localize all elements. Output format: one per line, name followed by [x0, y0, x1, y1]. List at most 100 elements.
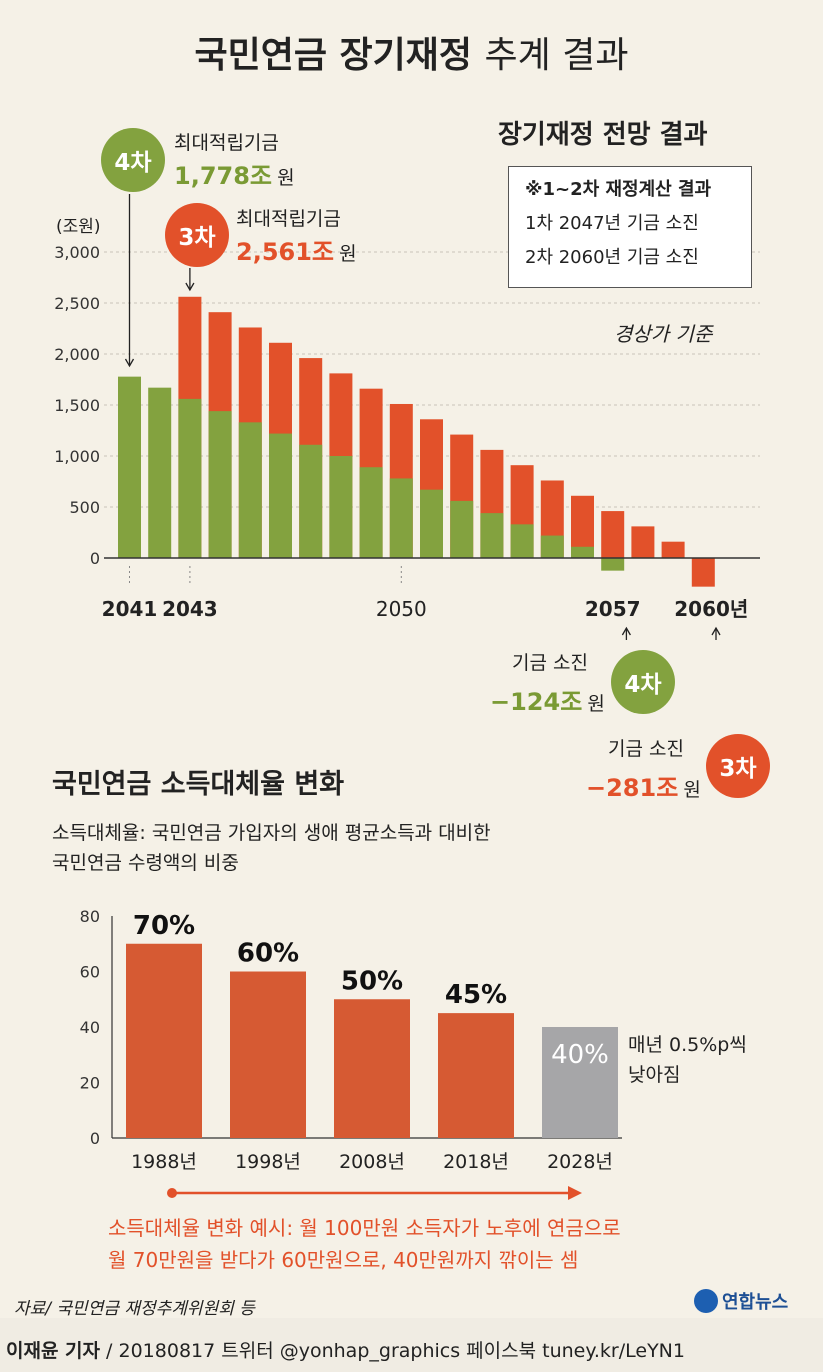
bar-4th-2045	[238, 422, 262, 558]
category-label: 2008년	[339, 1151, 405, 1173]
bar-1998년	[230, 971, 306, 1138]
section2-desc-1: 소득대체율: 국민연금 가입자의 생애 평균소득과 대비한	[52, 822, 491, 844]
title-bold: 국민연금 장기재정	[194, 35, 473, 76]
section2-title: 국민연금 소득대체율 변화	[52, 769, 345, 800]
bar-4th-2052	[450, 500, 474, 558]
bar-4th-2044	[208, 411, 232, 558]
bar-4th-2049	[359, 467, 383, 558]
y-tick-label: 40	[80, 1018, 100, 1037]
replacement-rate-chart: 80 60 40 20 0 70% 1988년 60% 1998년 50% 2008년 45% 2018…	[80, 907, 622, 1200]
badge-4th-max: 4차	[101, 128, 165, 192]
value-label: 60%	[237, 939, 299, 969]
max4-label: 최대적립기금	[174, 132, 279, 154]
x-label: 2057	[585, 597, 641, 621]
max4-unit: 원	[277, 167, 295, 189]
y-tick-label: 60	[80, 963, 100, 982]
logo-text: 연합뉴스	[722, 1292, 789, 1313]
bar-4th-2055	[540, 535, 564, 558]
value-label: 40%	[551, 1040, 609, 1070]
y-tick-label: 3,000	[54, 243, 100, 262]
y-tick-label: 2,000	[54, 345, 100, 364]
y-tick-label: 1,000	[54, 447, 100, 466]
legend-line-1: 1차 2047년 기금 소진	[525, 213, 699, 234]
footer-meta: / 20180817 트위터 @yonhap_graphics 페이스북 tun…	[100, 1340, 685, 1362]
bar-3rd-2056	[571, 495, 594, 558]
category-label: 2028년	[547, 1151, 613, 1173]
arrow-3rd-max-head	[185, 282, 195, 292]
x-label: 2043	[162, 597, 218, 621]
dep3-label: 기금 소진	[608, 738, 684, 760]
max3-unit: 원	[339, 243, 357, 265]
category-label: 1998년	[235, 1151, 301, 1173]
bar-3rd-2058	[631, 526, 655, 558]
value-label: 50%	[341, 966, 403, 996]
bar-4th-2048	[329, 456, 353, 558]
x-label: 2041	[102, 597, 158, 621]
y-tick-label: 0	[90, 549, 100, 568]
title-light: 추계 결과	[484, 35, 629, 76]
bar-3rd-2057	[601, 511, 625, 558]
footer: 이재윤 기자 / 20180817 트위터 @yonhap_graphics 페…	[0, 1318, 823, 1372]
dep4-unit: 원	[587, 693, 605, 715]
scenario-label: 경상가 기준	[614, 322, 713, 346]
bar-4th-2041	[118, 376, 141, 558]
legend-box: ※1~2차 재정계산 결과 1차 2047년 기금 소진 2차 2060년 기금…	[508, 166, 752, 288]
badge-4th-depletion: 4차	[611, 650, 675, 714]
source-text: 자료/ 국민연금 재정추계위원회 등	[14, 1299, 255, 1319]
dep3-value: −281조	[586, 774, 679, 802]
bar-2008년	[334, 999, 410, 1138]
bar-3rd-2059	[661, 541, 685, 558]
dep3-unit: 원	[683, 779, 701, 801]
bar-2028년	[542, 1027, 618, 1138]
category-label: 1988년	[131, 1151, 197, 1173]
y-tick-label: 500	[69, 498, 100, 517]
y-tick-label: 2,500	[54, 294, 100, 313]
logo-mark-icon	[694, 1289, 718, 1313]
arrow-4th-max-head	[124, 358, 135, 368]
y-tick-label: 20	[80, 1074, 100, 1093]
legend-line-2: 2차 2060년 기금 소진	[525, 247, 699, 268]
badge-3rd-max: 3차	[165, 203, 229, 267]
bar-4th-2053	[480, 513, 504, 558]
arrow-4th-depletion-head	[621, 626, 631, 636]
fund-projection-chart: 3,000 2,500 2,000 1,500 1,000 500 0 2041 2043 205…	[54, 194, 760, 640]
value-label: 70%	[133, 911, 195, 941]
reporter-name: 이재윤 기자	[6, 1340, 101, 1362]
dep4-label: 기금 소진	[512, 652, 588, 674]
max3-label: 최대적립기금	[236, 208, 341, 230]
bar-4th-2042	[148, 387, 172, 558]
bar-4th-2057	[601, 558, 625, 571]
y-tick-label: 0	[90, 1129, 100, 1148]
legend-title: ※1~2차 재정계산 결과	[525, 179, 712, 200]
bar-4th-2046	[269, 433, 292, 558]
chart-subtitle: 장기재정 전망 결과	[498, 120, 708, 150]
x-label: 2050	[376, 597, 427, 621]
bar-4th-2056	[571, 546, 594, 558]
timeline-arrowhead	[568, 1186, 582, 1200]
bar-4th-2051	[420, 489, 443, 558]
bar-3rd-2060	[691, 558, 715, 587]
arrow-3rd-depletion-head	[711, 626, 721, 636]
bar-4th-2054	[510, 524, 534, 558]
yonhap-logo: 연합뉴스	[694, 1288, 788, 1314]
badge-3rd-depletion: 3차	[706, 734, 770, 798]
category-label: 2018년	[443, 1151, 509, 1173]
max3-value: 2,561조	[236, 238, 334, 266]
max4-value: 1,778조	[174, 162, 272, 190]
y-tick-label: 1,500	[54, 396, 100, 415]
side-note-1: 매년 0.5%p씩	[628, 1034, 747, 1056]
dep4-value: −124조	[490, 688, 583, 716]
example-note-1: 소득대체율 변화 예시: 월 100만원 소득자가 노후에 연금으로	[108, 1216, 621, 1240]
value-label: 45%	[445, 980, 507, 1010]
x-label: 2060년	[674, 597, 748, 621]
bar-4th-2050	[389, 478, 413, 558]
bar-4th-2043	[178, 398, 202, 558]
bar-2018년	[438, 1013, 514, 1138]
example-note-2: 월 70만원을 받다가 60만원으로, 40만원까지 깎이는 셈	[108, 1248, 579, 1272]
y-tick-label: 80	[80, 907, 100, 926]
bar-1988년	[126, 943, 202, 1138]
bar-4th-2047	[299, 444, 323, 558]
side-note-2: 낮아짐	[628, 1064, 681, 1086]
page-title: 국민연금 장기재정 추계 결과	[0, 26, 823, 78]
y-unit-label: (조원)	[56, 217, 101, 237]
